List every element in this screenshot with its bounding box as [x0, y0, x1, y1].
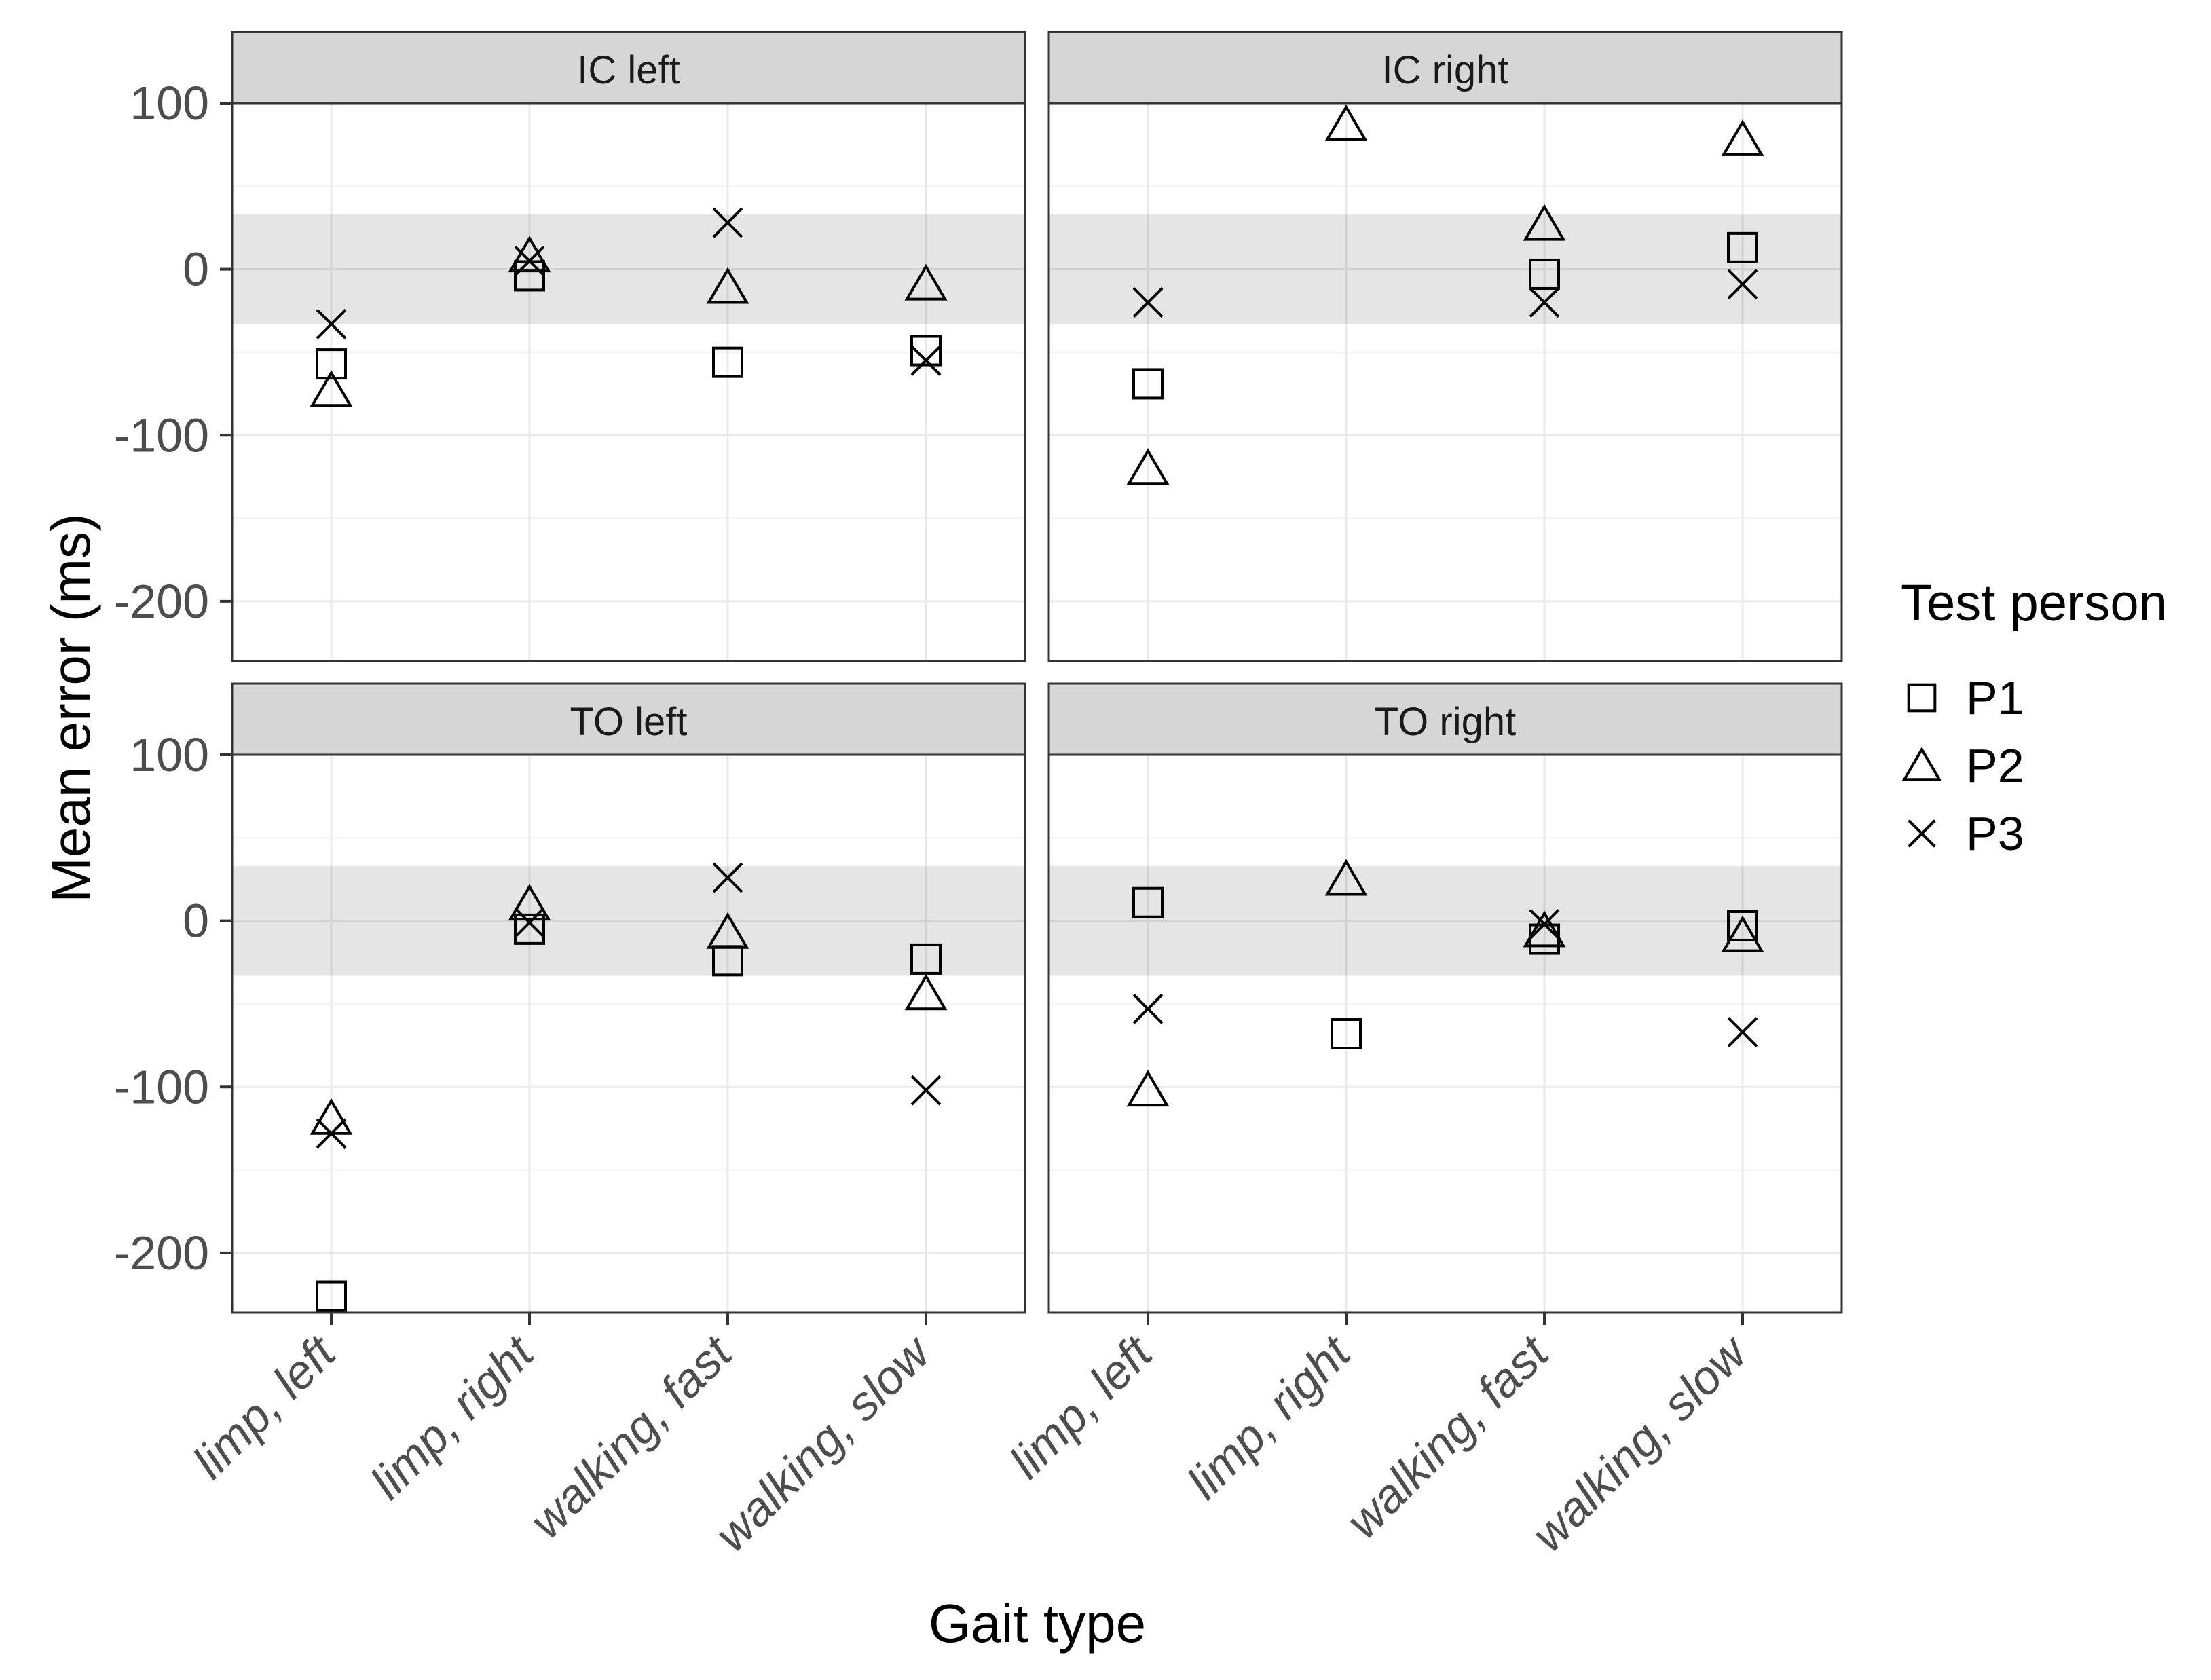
reference-band	[1049, 214, 1842, 324]
facet-ic-left: IC left	[231, 31, 1026, 662]
marker-square	[1132, 886, 1164, 918]
marker-triangle	[1126, 448, 1170, 485]
marker-square	[316, 348, 347, 380]
reference-band	[1049, 865, 1842, 976]
y-tick-label: 100	[130, 77, 209, 130]
marker-square	[910, 943, 942, 975]
marker-cross	[712, 862, 743, 893]
facet-to-left: TO left	[231, 682, 1026, 1314]
y-tick-label: -100	[114, 409, 209, 462]
facet-strip	[231, 682, 1026, 756]
marker-triangle	[1523, 204, 1566, 241]
marker-cross	[1132, 993, 1164, 1024]
marker-triangle	[706, 912, 749, 949]
cross-icon	[1908, 819, 1936, 848]
marker-square	[1727, 910, 1758, 941]
series-P2	[310, 236, 948, 407]
marker-triangle	[1721, 915, 1764, 952]
facet-panel	[1049, 755, 1842, 1313]
marker-cross	[1132, 287, 1164, 318]
facet-strip-label: IC left	[577, 48, 680, 92]
marker-triangle	[1901, 747, 1942, 781]
marker-triangle	[1721, 119, 1764, 156]
y-tick-label: -200	[114, 1227, 209, 1280]
facet-strip	[231, 31, 1026, 105]
marker-square	[1529, 258, 1560, 290]
legend-label: P1	[1966, 671, 2024, 724]
facet-strip-label: IC right	[1382, 48, 1509, 92]
legend-entry-p2: P2	[1901, 732, 2168, 800]
y-tick-label: -100	[114, 1060, 209, 1113]
marker-triangle	[1126, 1070, 1170, 1107]
marker-cross	[1529, 909, 1560, 939]
triangle-icon	[1901, 747, 1942, 781]
facet-to-right: TO right	[1047, 682, 1843, 1314]
marker-cross	[910, 1075, 942, 1106]
x-axis-title: Gait type	[928, 1593, 1147, 1654]
series-P2	[1126, 104, 1764, 485]
y-tick-label: 100	[130, 728, 209, 781]
marker-triangle	[508, 236, 551, 273]
marker-cross	[1727, 1017, 1758, 1047]
marker-cross	[316, 308, 347, 339]
legend-entry-p1: P1	[1901, 664, 2168, 732]
marker-cross	[1529, 287, 1560, 318]
facet-strip-label: TO left	[570, 700, 688, 744]
marker-triangle	[1324, 104, 1368, 141]
marker-cross	[910, 345, 942, 376]
facet-panel	[232, 755, 1025, 1313]
series-P2	[1126, 859, 1764, 1107]
reference-band	[232, 214, 1025, 324]
marker-triangle	[904, 263, 948, 301]
series-P3	[1132, 909, 1758, 1047]
marker-cross	[1727, 269, 1758, 300]
facet-strip-label: TO right	[1375, 700, 1516, 744]
marker-cross	[316, 1118, 347, 1149]
marker-triangle	[1324, 859, 1368, 896]
legend: Test person P1 P2 P3	[1901, 574, 2168, 867]
marker-triangle	[310, 370, 353, 407]
series-P1	[1132, 231, 1758, 400]
marker-triangle	[904, 973, 948, 1011]
y-tick-label: -200	[114, 575, 209, 628]
marker-triangle	[706, 267, 749, 304]
marker-square	[316, 1280, 347, 1312]
marker-square	[712, 346, 743, 378]
y-axis-title: Mean error (ms)	[41, 513, 101, 903]
marker-square	[1132, 368, 1164, 400]
marker-square	[1907, 683, 1937, 713]
series-P3	[316, 207, 942, 376]
reference-band	[232, 865, 1025, 976]
marker-cross	[514, 907, 545, 938]
facet-panel	[232, 103, 1025, 661]
legend-entries: P1 P2 P3	[1901, 664, 2168, 867]
marker-cross	[514, 245, 545, 276]
marker-square	[514, 913, 545, 945]
square-icon	[1907, 683, 1937, 713]
y-tick-label: 0	[183, 243, 209, 296]
marker-triangle	[508, 884, 551, 921]
marker-square	[910, 335, 942, 367]
series-P3	[316, 862, 942, 1149]
legend-label: P2	[1966, 739, 2024, 792]
facet-panel	[1049, 103, 1842, 661]
facet-ic-right: IC right	[1047, 31, 1843, 662]
marker-square	[1331, 1018, 1362, 1049]
facet-strip	[1047, 682, 1843, 756]
legend-label: P3	[1966, 807, 2024, 860]
legend-entry-p3: P3	[1901, 800, 2168, 867]
marker-square	[1727, 231, 1758, 263]
y-tick-label: 0	[183, 895, 209, 948]
marker-cross	[712, 207, 743, 238]
facet-strip	[1047, 31, 1843, 105]
series-P3	[1132, 269, 1758, 318]
marker-triangle	[1523, 910, 1566, 948]
marker-cross	[1908, 819, 1936, 848]
legend-title: Test person	[1901, 574, 2168, 632]
